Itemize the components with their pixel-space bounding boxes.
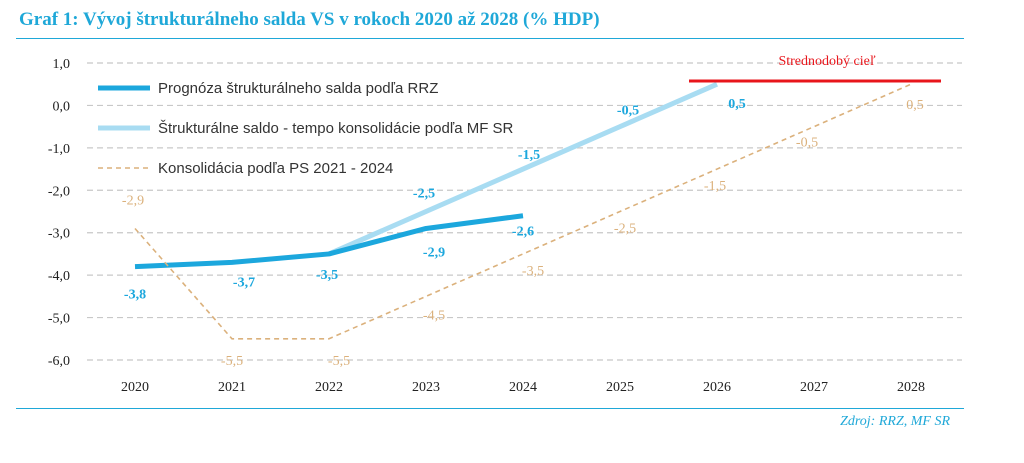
legend-label: Prognóza štrukturálneho salda podľa RRZ — [158, 80, 438, 97]
series-lines — [134, 81, 912, 340]
legend: Prognóza štrukturálneho salda podľa RRZ Š… — [98, 80, 514, 177]
data-label: -5,5 — [221, 354, 243, 369]
source-note: Zdroj: RRZ, MF SR — [840, 414, 950, 429]
data-label: -2,5 — [614, 222, 636, 237]
series-line-1 — [134, 213, 524, 270]
x-tick-label: 2023 — [412, 380, 440, 395]
footer-divider — [16, 408, 964, 409]
x-tick-label: 2020 — [121, 380, 149, 395]
data-label: -0,5 — [617, 104, 639, 119]
data-label: -2,9 — [122, 193, 144, 208]
data-label: 0,5 — [728, 97, 746, 112]
x-tick-label: 2021 — [218, 380, 246, 395]
y-tick-label: -1,0 — [48, 142, 70, 157]
x-axis: 2020 2021 2022 2023 2024 2025 2026 2027 2028 — [121, 380, 925, 395]
data-label: -5,5 — [328, 354, 350, 369]
data-label: -3,5 — [316, 268, 338, 283]
y-tick-label: 1,0 — [53, 57, 71, 72]
series-line-2 — [327, 81, 719, 257]
title-divider — [16, 38, 964, 39]
data-labels: -3,8 -3,7 -3,5 -2,9 -2,6 -2,5 -1,5 -0,5 0,5 -2,9 -… — [122, 97, 924, 369]
data-label: -3,8 — [124, 288, 146, 303]
y-axis: 1,0 0,0 -1,0 -2,0 -3,0 -4,0 -5,0 -6,0 — [48, 57, 70, 369]
data-label: -4,5 — [423, 308, 445, 323]
x-tick-label: 2022 — [315, 380, 343, 395]
y-tick-label: -5,0 — [48, 312, 70, 327]
data-label: -2,6 — [512, 225, 534, 240]
x-tick-label: 2026 — [703, 380, 731, 395]
data-label: -2,9 — [423, 245, 445, 260]
legend-label: Štrukturálne saldo - tempo konsolidácie … — [158, 120, 514, 137]
y-tick-label: -6,0 — [48, 354, 70, 369]
target-line-group: Strednodobý cieľ — [689, 54, 941, 83]
data-label: -1,5 — [518, 148, 540, 163]
y-tick-label: -4,0 — [48, 269, 70, 284]
data-label: -0,5 — [796, 136, 818, 151]
data-label: -1,5 — [704, 179, 726, 194]
grid-lines — [87, 62, 962, 361]
data-label: -2,5 — [413, 187, 435, 202]
x-tick-label: 2024 — [509, 380, 537, 395]
chart-title: Graf 1: Vývoj štrukturálneho salda VS v … — [19, 9, 600, 30]
x-tick-label: 2025 — [606, 380, 634, 395]
data-label: 0,5 — [906, 98, 924, 113]
y-tick-label: 0,0 — [53, 99, 71, 114]
legend-label: Konsolidácia podľa PS 2021 - 2024 — [158, 160, 393, 177]
y-tick-label: -2,0 — [48, 184, 70, 199]
y-tick-label: -3,0 — [48, 227, 70, 242]
data-label: -3,5 — [522, 264, 544, 279]
data-label: -3,7 — [233, 275, 255, 290]
x-tick-label: 2028 — [897, 380, 925, 395]
x-tick-label: 2027 — [800, 380, 828, 395]
target-label: Strednodobý cieľ — [778, 54, 875, 69]
